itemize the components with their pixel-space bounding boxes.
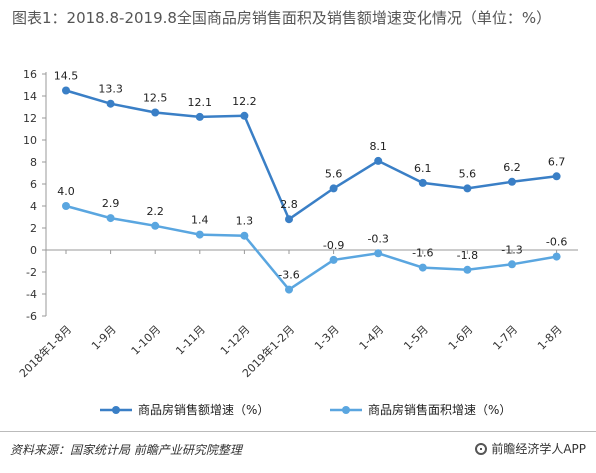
data-point — [62, 202, 70, 210]
data-label: 14.5 — [54, 70, 79, 83]
data-label: 6.7 — [548, 155, 566, 168]
brand-label: 前瞻经济学人APP — [491, 442, 586, 456]
data-label: 2.9 — [102, 197, 120, 210]
legend-marker-2 — [342, 406, 350, 414]
footer-divider — [0, 431, 596, 432]
data-label: -0.3 — [367, 232, 388, 245]
y-tick-label: -6 — [26, 310, 37, 323]
y-tick-label: 10 — [23, 134, 37, 147]
x-tick-label: 1-3月 — [312, 323, 342, 353]
data-point — [552, 172, 561, 181]
x-tick-label: 1-4月 — [357, 323, 387, 353]
data-label: 12.1 — [188, 96, 213, 109]
data-point — [374, 249, 383, 258]
x-tick-label: 1-7月 — [490, 323, 520, 353]
x-tick-label: 1-6月 — [446, 323, 476, 353]
data-point — [151, 108, 160, 117]
x-tick-label: 1-11月 — [173, 323, 208, 358]
chart-title: 图表1：2018.8-2019.8全国商品房销售面积及销售额增速变化情况（单位：… — [12, 9, 552, 27]
data-point — [329, 255, 338, 264]
data-label: 12.5 — [143, 92, 168, 105]
data-point — [106, 214, 115, 223]
data-point — [240, 231, 249, 240]
data-point — [240, 111, 249, 120]
data-label: -1.8 — [457, 249, 478, 262]
data-point — [552, 252, 561, 261]
data-label: 2.8 — [280, 198, 298, 211]
data-label: 13.3 — [98, 83, 123, 96]
data-label: 1.3 — [236, 215, 254, 228]
y-tick-label: -4 — [26, 288, 37, 301]
data-label: -1.6 — [412, 247, 433, 260]
y-tick-label: 4 — [30, 200, 37, 213]
series-layer: 14.5 13.3 12.5 12.1 12.2 2.8 5.6 8.1 6.1 5.6 6.2 6.… — [54, 70, 567, 294]
y-tick-label: -2 — [26, 266, 37, 279]
data-point — [374, 156, 383, 165]
x-tick-label: 1-8月 — [535, 323, 565, 353]
data-label: 4.0 — [57, 185, 75, 198]
data-point — [463, 184, 472, 193]
source-note: 资料来源：国家统计局 前瞻产业研究院整理 — [10, 443, 242, 457]
data-label: 6.2 — [503, 161, 521, 174]
legend-label-2: 商品房销售面积增速（%） — [368, 402, 511, 417]
series-line-2 — [65, 204, 557, 292]
legend-label-1: 商品房销售额增速（%） — [138, 402, 269, 417]
data-label: 2.2 — [146, 205, 164, 218]
data-point — [508, 260, 516, 269]
data-label: -1.3 — [501, 243, 522, 256]
data-point — [106, 99, 115, 108]
data-label: -0.9 — [323, 239, 344, 252]
data-point — [195, 230, 204, 239]
y-tick-label: 12 — [23, 112, 37, 125]
data-point — [329, 184, 338, 193]
data-label: 8.1 — [369, 140, 387, 153]
data-point — [285, 285, 293, 294]
data-label: 1.4 — [191, 214, 209, 227]
x-tick-label: 1-12月 — [218, 323, 253, 358]
data-label: 5.6 — [459, 167, 477, 180]
data-label: 12.2 — [232, 95, 257, 108]
data-point — [418, 263, 427, 272]
data-point — [62, 86, 70, 95]
legend-marker-1 — [112, 406, 120, 414]
y-tick-label: 2 — [30, 222, 37, 235]
y-tick-label: 6 — [30, 178, 37, 191]
data-point — [151, 221, 160, 230]
brand-logo-icon — [475, 442, 488, 455]
series-line-1 — [65, 89, 557, 222]
y-tick-label: 0 — [30, 244, 37, 257]
data-point — [285, 215, 293, 224]
y-tick-label: 16 — [23, 68, 37, 81]
x-tick-label: 2018年1-8月 — [16, 322, 74, 380]
data-point — [463, 265, 472, 274]
data-point — [508, 177, 516, 186]
data-point — [195, 112, 204, 121]
data-label: 6.1 — [414, 162, 432, 175]
y-tick-label: 8 — [30, 156, 37, 169]
brand-mark: 前瞻经济学人APP — [475, 440, 586, 457]
y-tick-label: 14 — [23, 90, 37, 103]
data-label: -3.6 — [278, 269, 299, 282]
legend: 商品房销售额增速（%） 商品房销售面积增速（%） — [100, 402, 511, 417]
data-label: 5.6 — [325, 167, 343, 180]
x-tick-label: 1-9月 — [89, 323, 119, 353]
x-tick-label: 1-10月 — [129, 323, 164, 358]
data-point — [418, 178, 427, 187]
data-label: -0.6 — [546, 236, 567, 249]
x-tick-label: 1-5月 — [401, 323, 431, 353]
